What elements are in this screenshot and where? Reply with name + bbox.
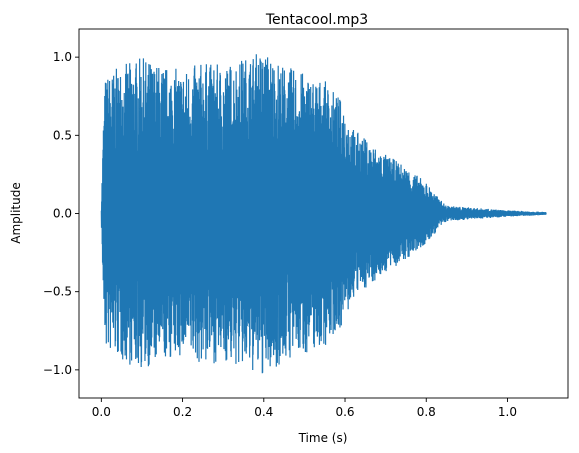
y-tick-label: −1.0 [43,363,72,377]
x-tick-label: 0.6 [335,405,354,419]
x-tick-label: 1.0 [498,405,517,419]
y-axis-label: Amplitude [9,182,23,244]
x-tick-label: 0.8 [417,405,436,419]
waveform-line [100,54,547,374]
x-axis-label: Time (s) [298,431,348,445]
x-tick-label: 0.2 [173,405,192,419]
y-tick-label: −0.5 [43,285,72,299]
y-tick-label: 0.0 [53,207,72,221]
x-tick-label: 0.4 [254,405,273,419]
plot-area [100,54,547,374]
chart-title: Tentacool.mp3 [265,12,368,28]
y-tick-label: 0.5 [53,128,72,142]
x-tick-label: 0.0 [92,405,111,419]
x-axis: 0.0 0.2 0.4 0.6 0.8 1.0 [92,398,517,419]
y-tick-label: 1.0 [53,50,72,64]
y-axis: −1.0 −0.5 0.0 0.5 1.0 [43,50,79,377]
